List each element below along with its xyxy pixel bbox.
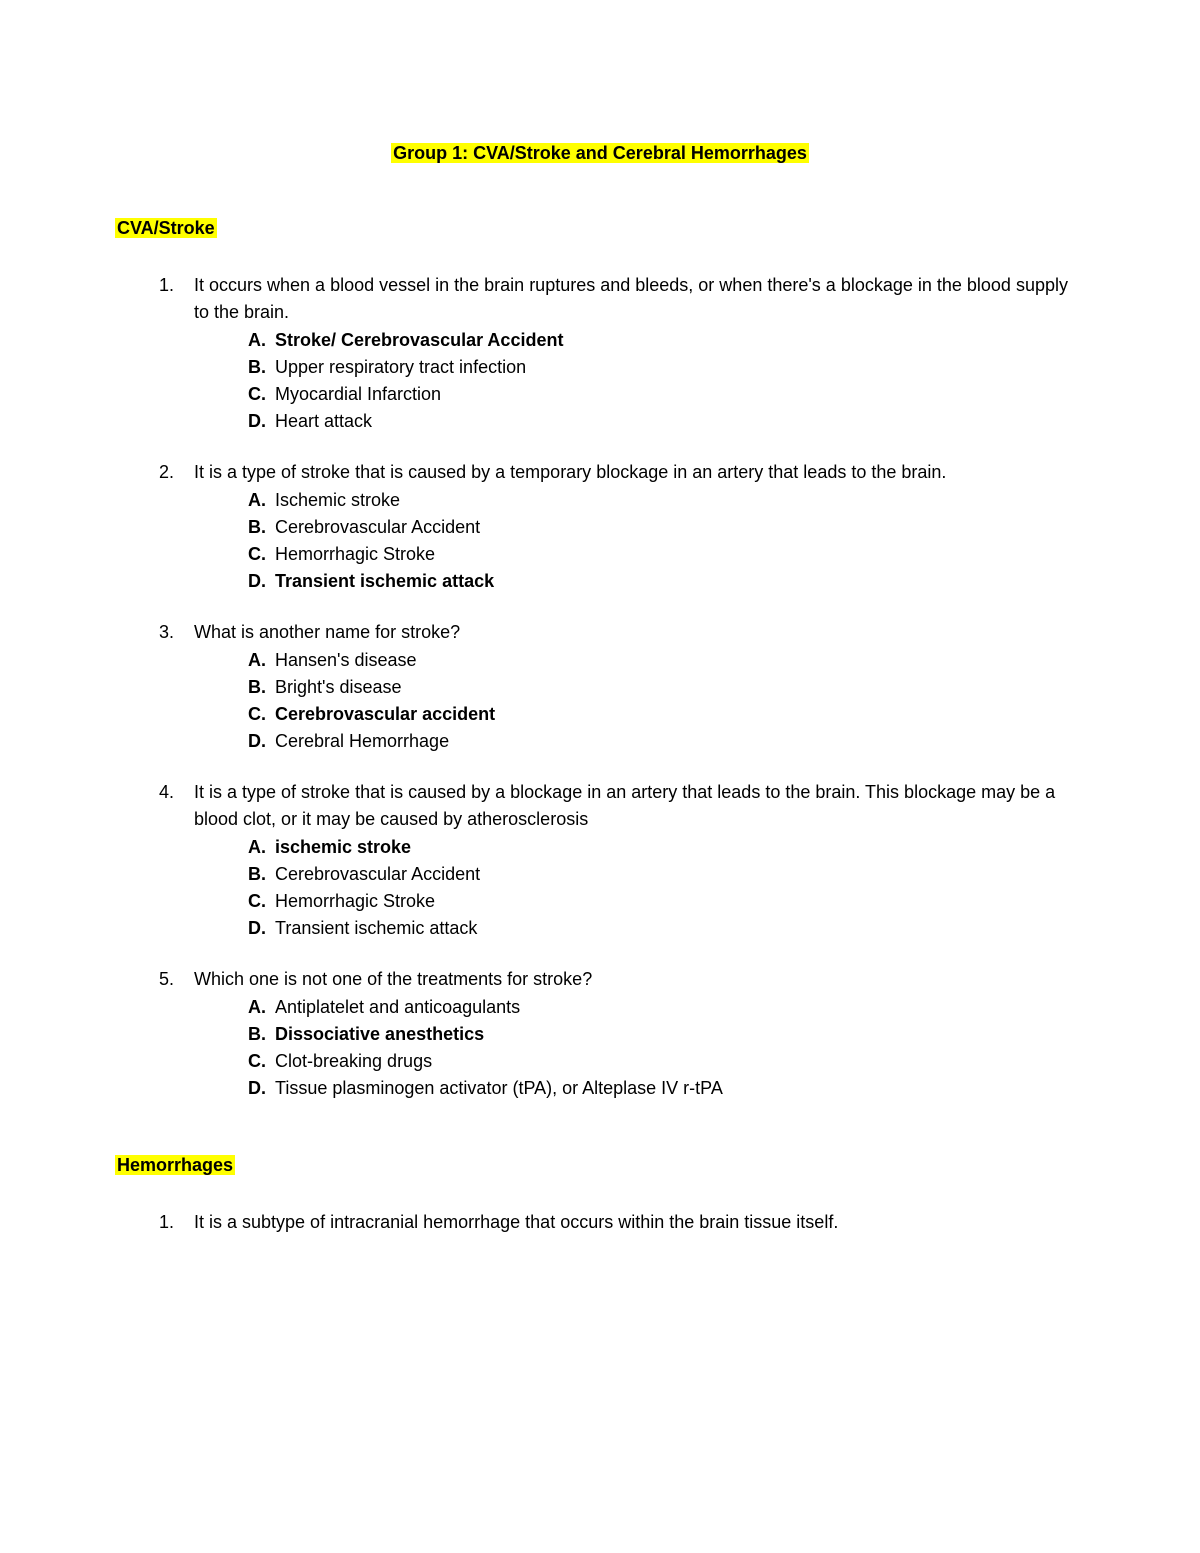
option-text: Hansen's disease xyxy=(275,650,417,670)
question-text: It is a type of stroke that is caused by… xyxy=(194,462,946,482)
question-item: 4. It is a type of stroke that is caused … xyxy=(159,779,1085,942)
question-list: 1. It occurs when a blood vessel in the b… xyxy=(115,272,1085,1102)
option-letter: B. xyxy=(248,514,266,541)
option-letter: C. xyxy=(248,888,266,915)
question-text: It is a subtype of intracranial hemorrha… xyxy=(194,1212,838,1232)
option-item: C. Hemorrhagic Stroke xyxy=(248,888,1085,915)
option-item: D. Transient ischemic attack xyxy=(248,915,1085,942)
option-text: Transient ischemic attack xyxy=(275,571,494,591)
option-letter: B. xyxy=(248,354,266,381)
option-item: C. Clot-breaking drugs xyxy=(248,1048,1085,1075)
option-list: A. Hansen's disease B. Bright's disease C. Ce… xyxy=(194,647,1085,755)
question-item: 2. It is a type of stroke that is caused … xyxy=(159,459,1085,595)
option-list: A. Stroke/ Cerebrovascular Accident B. Uppe… xyxy=(194,327,1085,435)
option-text: Cerebrovascular accident xyxy=(275,704,495,724)
option-item: B. Bright's disease xyxy=(248,674,1085,701)
question-item: 1. It is a subtype of intracranial hemorr… xyxy=(159,1209,1085,1236)
option-letter: A. xyxy=(248,487,266,514)
option-item: D. Heart attack xyxy=(248,408,1085,435)
option-letter: A. xyxy=(248,327,266,354)
option-text: Ischemic stroke xyxy=(275,490,400,510)
option-text: Transient ischemic attack xyxy=(275,918,477,938)
option-text: Dissociative anesthetics xyxy=(275,1024,484,1044)
option-letter: C. xyxy=(248,541,266,568)
sections-container: CVA/Stroke 1. It occurs when a blood vesse… xyxy=(115,215,1085,1236)
option-list: A. Antiplatelet and anticoagulants B. Disso… xyxy=(194,994,1085,1102)
question-text: What is another name for stroke? xyxy=(194,622,460,642)
option-item: B. Upper respiratory tract infection xyxy=(248,354,1085,381)
option-text: Hemorrhagic Stroke xyxy=(275,544,435,564)
option-text: Cerebrovascular Accident xyxy=(275,864,480,884)
section-heading-container: Hemorrhages xyxy=(115,1152,1085,1179)
option-letter: B. xyxy=(248,1021,266,1048)
question-item: 3. What is another name for stroke? A. Hans… xyxy=(159,619,1085,755)
option-letter: D. xyxy=(248,408,266,435)
option-text: Stroke/ Cerebrovascular Accident xyxy=(275,330,563,350)
question-text: Which one is not one of the treatments f… xyxy=(194,969,592,989)
option-letter: D. xyxy=(248,568,266,595)
question-number: 3. xyxy=(159,619,174,646)
option-letter: D. xyxy=(248,915,266,942)
option-item: B. Dissociative anesthetics xyxy=(248,1021,1085,1048)
option-letter: C. xyxy=(248,381,266,408)
title-container: Group 1: CVA/Stroke and Cerebral Hemorrh… xyxy=(115,140,1085,167)
section-heading: Hemorrhages xyxy=(115,1155,235,1175)
option-text: ischemic stroke xyxy=(275,837,411,857)
option-item: A. Hansen's disease xyxy=(248,647,1085,674)
option-item: B. Cerebrovascular Accident xyxy=(248,861,1085,888)
option-list: A. Ischemic stroke B. Cerebrovascular Accid… xyxy=(194,487,1085,595)
option-item: C. Hemorrhagic Stroke xyxy=(248,541,1085,568)
option-text: Cerebral Hemorrhage xyxy=(275,731,449,751)
option-text: Cerebrovascular Accident xyxy=(275,517,480,537)
option-item: A. Ischemic stroke xyxy=(248,487,1085,514)
question-list: 1. It is a subtype of intracranial hemorr… xyxy=(115,1209,1085,1236)
option-text: Antiplatelet and anticoagulants xyxy=(275,997,520,1017)
option-letter: C. xyxy=(248,1048,266,1075)
option-item: A. Stroke/ Cerebrovascular Accident xyxy=(248,327,1085,354)
option-text: Heart attack xyxy=(275,411,372,431)
option-item: B. Cerebrovascular Accident xyxy=(248,514,1085,541)
option-item: C. Cerebrovascular accident xyxy=(248,701,1085,728)
option-text: Clot-breaking drugs xyxy=(275,1051,432,1071)
question-item: 5. Which one is not one of the treatments… xyxy=(159,966,1085,1102)
option-item: D. Cerebral Hemorrhage xyxy=(248,728,1085,755)
option-letter: B. xyxy=(248,861,266,888)
option-item: C. Myocardial Infarction xyxy=(248,381,1085,408)
option-letter: D. xyxy=(248,1075,266,1102)
option-letter: C. xyxy=(248,701,266,728)
question-text: It occurs when a blood vessel in the bra… xyxy=(194,275,1068,322)
section-heading-container: CVA/Stroke xyxy=(115,215,1085,242)
option-letter: B. xyxy=(248,674,266,701)
option-text: Myocardial Infarction xyxy=(275,384,441,404)
option-item: D. Tissue plasminogen activator (tPA), or… xyxy=(248,1075,1085,1102)
option-letter: A. xyxy=(248,834,266,861)
question-number: 5. xyxy=(159,966,174,993)
option-item: D. Transient ischemic attack xyxy=(248,568,1085,595)
option-item: A. ischemic stroke xyxy=(248,834,1085,861)
option-letter: A. xyxy=(248,994,266,1021)
option-text: Bright's disease xyxy=(275,677,402,697)
section-heading: CVA/Stroke xyxy=(115,218,217,238)
option-text: Tissue plasminogen activator (tPA), or A… xyxy=(275,1078,723,1098)
question-item: 1. It occurs when a blood vessel in the b… xyxy=(159,272,1085,435)
question-number: 1. xyxy=(159,1209,174,1236)
option-list: A. ischemic stroke B. Cerebrovascular Accid… xyxy=(194,834,1085,942)
question-number: 4. xyxy=(159,779,174,806)
question-number: 2. xyxy=(159,459,174,486)
option-letter: A. xyxy=(248,647,266,674)
option-text: Hemorrhagic Stroke xyxy=(275,891,435,911)
option-letter: D. xyxy=(248,728,266,755)
question-number: 1. xyxy=(159,272,174,299)
option-item: A. Antiplatelet and anticoagulants xyxy=(248,994,1085,1021)
question-text: It is a type of stroke that is caused by… xyxy=(194,782,1055,829)
option-text: Upper respiratory tract infection xyxy=(275,357,526,377)
document-title: Group 1: CVA/Stroke and Cerebral Hemorrh… xyxy=(391,143,809,163)
